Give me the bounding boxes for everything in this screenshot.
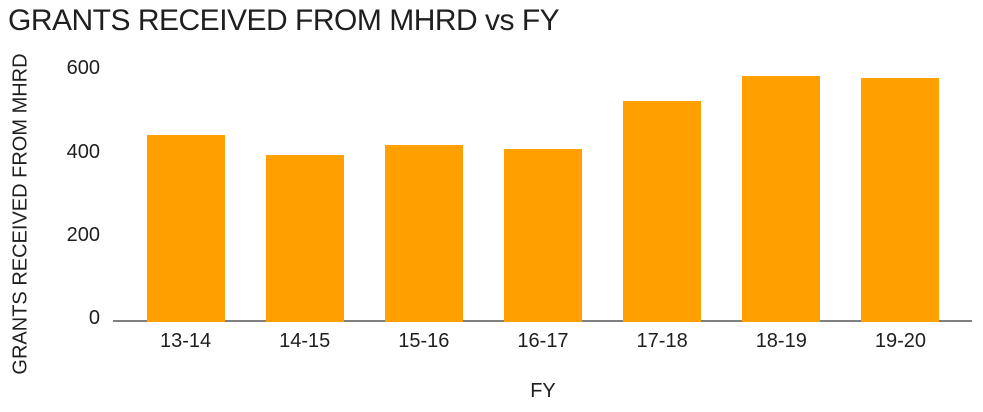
y-tick-label: 0 bbox=[88, 307, 100, 330]
bar-slot bbox=[722, 0, 841, 322]
x-tick-label: 18-19 bbox=[755, 330, 807, 352]
x-tick-label: 17-18 bbox=[636, 330, 688, 352]
bar bbox=[146, 135, 225, 322]
x-tick-label: 14-15 bbox=[279, 330, 331, 352]
y-tick-label: 400 bbox=[66, 140, 100, 163]
bar-slot bbox=[245, 0, 364, 322]
bar bbox=[503, 149, 582, 322]
plot-area bbox=[126, 0, 960, 322]
x-tick-label: 16-17 bbox=[517, 330, 569, 352]
x-tick-label: 15-16 bbox=[398, 330, 450, 352]
x-axis-tick-labels: 13-14 14-15 15-16 16-17 17-18 18-19 19-20 bbox=[126, 330, 960, 352]
y-tick-label: 600 bbox=[66, 57, 100, 80]
bar bbox=[623, 101, 702, 322]
bar bbox=[384, 145, 463, 322]
bar bbox=[742, 76, 821, 322]
x-tick-label: 19-20 bbox=[874, 330, 926, 352]
bar bbox=[265, 155, 344, 322]
x-axis-title: FY bbox=[530, 380, 556, 402]
chart-title: GRANTS RECEIVED FROM MHRD vs FY bbox=[8, 4, 560, 37]
bar bbox=[861, 78, 940, 322]
bar-slot bbox=[841, 0, 960, 322]
y-tick-label: 200 bbox=[66, 224, 100, 247]
bar-slot bbox=[364, 0, 483, 322]
bar-slot bbox=[126, 0, 245, 322]
x-tick-label: 13-14 bbox=[159, 330, 212, 352]
bar-slot bbox=[483, 0, 602, 322]
bar-slot bbox=[603, 0, 722, 322]
